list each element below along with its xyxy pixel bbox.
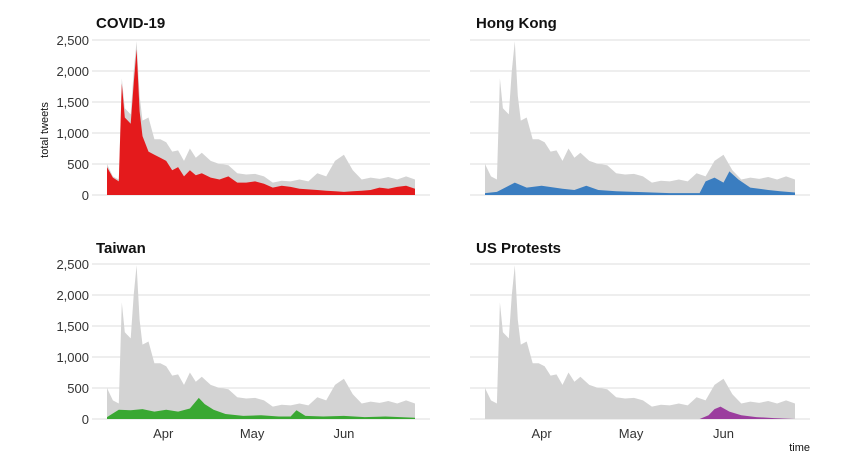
topic-area: [107, 397, 415, 419]
y-tick-label: 0: [82, 412, 89, 427]
x-tick-label: May: [240, 426, 265, 441]
panel-title: COVID-19: [96, 15, 165, 32]
x-tick-label: Apr: [532, 426, 553, 441]
y-tick-label: 0: [82, 188, 89, 203]
y-tick-label: 500: [67, 157, 89, 172]
x-tick-label: Apr: [153, 426, 174, 441]
panel-us-protests: US Protests Apr May Jun: [470, 240, 810, 441]
panel-covid-19: COVID-19 0 500 1,000 1,500 2,000 2,500: [56, 15, 430, 203]
y-tick-label: 2,000: [56, 64, 89, 79]
y-tick-label: 2,000: [56, 288, 89, 303]
topic-area: [485, 406, 795, 419]
y-tick-label: 1,000: [56, 350, 89, 365]
total-tweets-area: [485, 41, 795, 196]
y-tick-label: 1,000: [56, 126, 89, 141]
x-axis-label: time: [789, 442, 810, 454]
x-tick-label: Jun: [713, 426, 734, 441]
panel-title: Hong Kong: [476, 15, 557, 32]
x-tick-label: May: [619, 426, 644, 441]
panel-title: Taiwan: [96, 240, 146, 257]
y-tick-label: 1,500: [56, 95, 89, 110]
panel-title: US Protests: [476, 240, 561, 257]
y-tick-label: 500: [67, 381, 89, 396]
y-axis-label: total tweets: [39, 102, 51, 158]
topic-area: [107, 49, 415, 195]
y-tick-label: 1,500: [56, 319, 89, 334]
y-tick-label: 2,500: [56, 257, 89, 272]
panel-hong-kong: Hong Kong: [470, 15, 810, 196]
topic-area: [485, 171, 795, 195]
total-tweets-area: [107, 265, 415, 419]
x-tick-label: Jun: [333, 426, 354, 441]
y-tick-label: 2,500: [56, 33, 89, 48]
panel-taiwan: Taiwan 0 500 1,000 1,500 2,000 2,500 Apr May Jun: [56, 240, 430, 441]
total-tweets-area: [485, 265, 795, 419]
